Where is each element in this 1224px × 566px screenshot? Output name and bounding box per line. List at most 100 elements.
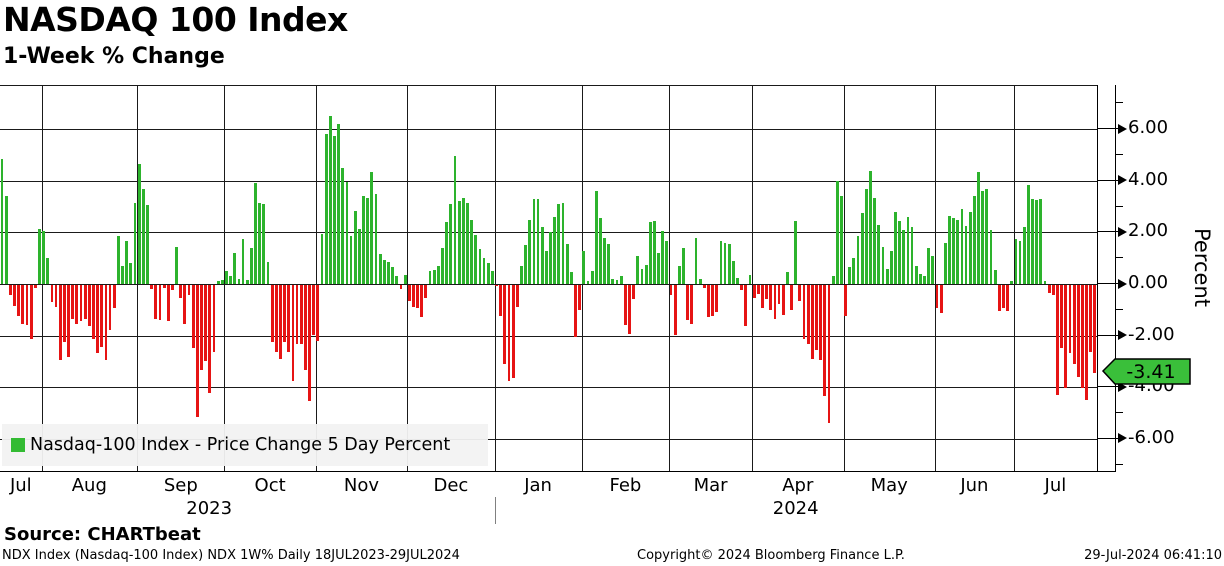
bar-negative bbox=[781, 285, 785, 315]
bar-positive bbox=[786, 272, 789, 284]
bar-negative bbox=[673, 285, 677, 336]
footer-timestamp: 29-Jul-2024 06:41:10 bbox=[1084, 548, 1222, 563]
x-axis-line bbox=[0, 471, 1116, 472]
bar-positive bbox=[428, 271, 432, 284]
bar-positive bbox=[333, 135, 336, 284]
bar-negative bbox=[112, 285, 116, 309]
bar-positive bbox=[524, 245, 528, 284]
bar-positive bbox=[233, 253, 237, 284]
bar-negative bbox=[208, 285, 212, 394]
bar-positive bbox=[565, 244, 569, 284]
bar-positive bbox=[948, 215, 951, 284]
bar-positive bbox=[266, 262, 270, 284]
x-axis-month-label: Dec bbox=[433, 475, 469, 496]
bar-positive bbox=[549, 232, 552, 284]
bar-positive bbox=[540, 227, 544, 284]
y-tick-arrow-icon bbox=[1118, 381, 1127, 392]
y-tick-label: -2.00 bbox=[1128, 323, 1175, 345]
legend-swatch-icon bbox=[11, 438, 25, 452]
bar-positive bbox=[116, 236, 120, 284]
bar-positive bbox=[466, 202, 469, 284]
y-tick-arrow-icon bbox=[1118, 123, 1127, 134]
bar-positive bbox=[694, 237, 698, 284]
y-tick-label: 4.00 bbox=[1128, 168, 1169, 190]
x-axis-month-label: Aug bbox=[71, 475, 107, 496]
bar-positive bbox=[175, 246, 178, 284]
bar-positive bbox=[981, 191, 985, 284]
bar-negative bbox=[108, 285, 112, 331]
bar-positive bbox=[731, 260, 735, 284]
x-axis-month-label: Jun bbox=[960, 475, 989, 496]
bar-negative bbox=[29, 285, 33, 340]
bar-positive bbox=[960, 209, 964, 284]
bar-positive bbox=[237, 278, 241, 284]
bar-positive bbox=[4, 196, 8, 284]
bar-positive bbox=[403, 275, 407, 284]
footer-copyright: Copyright© 2024 Bloomberg Finance L.P. bbox=[637, 548, 905, 563]
bar-negative bbox=[756, 285, 760, 294]
grid-line-h bbox=[0, 129, 1097, 131]
bar-positive bbox=[490, 271, 494, 284]
bar-negative bbox=[511, 285, 515, 378]
y-major-tick bbox=[1097, 128, 1118, 130]
grid-line-v bbox=[137, 86, 139, 472]
bar-positive bbox=[254, 183, 257, 284]
bar-negative bbox=[711, 285, 715, 316]
bar-positive bbox=[831, 276, 835, 284]
bar-positive bbox=[520, 265, 523, 284]
bar-positive bbox=[594, 191, 598, 284]
bar-positive bbox=[640, 268, 644, 284]
bar-negative bbox=[1068, 285, 1072, 354]
bar-negative bbox=[777, 285, 781, 305]
bar-negative bbox=[312, 285, 316, 336]
y-tick-arrow-icon bbox=[1118, 226, 1127, 237]
bar-positive bbox=[245, 280, 249, 284]
bar-negative bbox=[715, 285, 719, 313]
bar-negative bbox=[279, 285, 282, 359]
y-tick-arrow-icon bbox=[1118, 278, 1127, 289]
bar-positive bbox=[137, 164, 141, 284]
bar-positive bbox=[1010, 281, 1014, 284]
bar-positive bbox=[661, 231, 665, 284]
bar-negative bbox=[495, 285, 498, 287]
bar-negative bbox=[104, 285, 108, 360]
bar-negative bbox=[79, 285, 83, 322]
bar-positive bbox=[229, 276, 232, 284]
bar-positive bbox=[599, 218, 602, 284]
bar-positive bbox=[133, 202, 137, 284]
bar-negative bbox=[702, 285, 706, 288]
bar-negative bbox=[54, 285, 58, 307]
bar-negative bbox=[58, 285, 62, 360]
grid-line-v bbox=[669, 86, 670, 472]
y-major-tick bbox=[1097, 334, 1118, 336]
bar-positive bbox=[835, 180, 839, 284]
y-major-tick bbox=[1097, 179, 1118, 181]
y-axis-inner-line bbox=[1097, 85, 1098, 472]
bar-positive bbox=[258, 202, 262, 284]
bar-positive bbox=[262, 204, 266, 284]
bar-positive bbox=[619, 276, 623, 284]
bar-positive bbox=[362, 196, 365, 284]
bar-negative bbox=[154, 285, 158, 319]
grid-line-h bbox=[0, 284, 1097, 285]
bar-positive bbox=[607, 244, 611, 284]
bar-negative bbox=[773, 285, 777, 319]
bar-positive bbox=[873, 197, 877, 284]
bar-negative bbox=[1089, 285, 1093, 353]
bar-positive bbox=[370, 171, 374, 284]
bar-negative bbox=[71, 285, 75, 319]
bar-negative bbox=[212, 285, 216, 353]
bar-negative bbox=[1006, 285, 1010, 311]
grid-line-h bbox=[0, 335, 1097, 337]
bar-negative bbox=[669, 285, 673, 296]
bar-positive bbox=[328, 116, 332, 284]
bar-negative bbox=[1081, 285, 1084, 389]
bar-negative bbox=[158, 285, 162, 320]
bar-positive bbox=[486, 263, 490, 284]
bar-negative bbox=[1093, 285, 1097, 373]
bar-negative bbox=[844, 285, 847, 316]
y-axis-outer-line bbox=[1115, 85, 1116, 472]
bar-positive bbox=[1027, 184, 1030, 284]
grid-line-v bbox=[224, 86, 226, 472]
